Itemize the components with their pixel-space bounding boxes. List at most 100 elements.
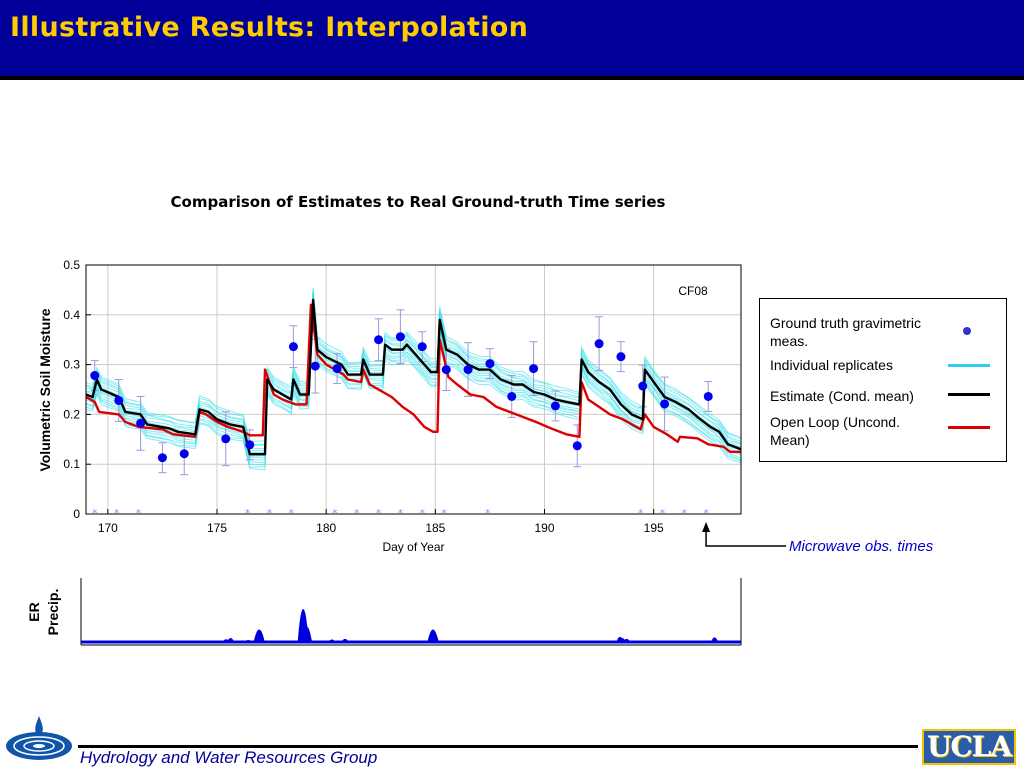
- ground-truth-point: [485, 359, 495, 369]
- legend-label-replicates: Individual replicates: [770, 357, 893, 373]
- microwave-obs-marker: *: [660, 507, 666, 520]
- x-tick-label: 170: [98, 521, 118, 535]
- microwave-obs-label: Microwave obs. times: [789, 538, 934, 555]
- ground-truth-point: [136, 418, 146, 428]
- ground-truth-point: [441, 365, 451, 375]
- microwave-obs-marker: *: [376, 507, 382, 520]
- replicate-line: [85, 290, 742, 447]
- y-tick-label: 0.3: [63, 358, 80, 372]
- ground-truth-point: [529, 364, 539, 374]
- ground-truth-point: [417, 342, 427, 352]
- ground-truth-point: [310, 361, 320, 371]
- microwave-obs-marker: *: [419, 507, 425, 520]
- precip-spike: [244, 639, 253, 643]
- microwave-obs-marker: *: [114, 507, 120, 520]
- ground-truth-point: [221, 434, 231, 444]
- precip-label-line2: Precip.: [45, 589, 61, 636]
- microwave-obs-marker: *: [136, 507, 142, 520]
- legend-line-estimate: [948, 393, 990, 396]
- x-tick-label: 180: [316, 521, 336, 535]
- replicate-line: [85, 293, 742, 450]
- microwave-obs-marker: *: [703, 507, 709, 520]
- microwave-obs-marker: *: [441, 507, 447, 520]
- replicate-line: [85, 308, 742, 464]
- ground-truth-point: [395, 332, 405, 342]
- ground-truth-point: [90, 371, 100, 381]
- precip-label-line1: ER: [26, 602, 42, 621]
- microwave-obs-marker: *: [638, 507, 644, 520]
- chart-title: Comparison of Estimates to Real Ground-t…: [170, 193, 666, 211]
- x-tick-label: 185: [425, 521, 445, 535]
- x-tick-label: 190: [534, 521, 554, 535]
- ground-truth-point: [550, 401, 560, 411]
- legend-label-ground-truth: Ground truth gravimetric meas.: [770, 315, 921, 349]
- y-tick-label: 0.2: [63, 407, 80, 421]
- ucla-logo-text: UCLA: [926, 730, 1012, 763]
- ground-truth-point: [179, 449, 189, 459]
- microwave-obs-marker: *: [332, 507, 338, 520]
- ground-truth-point: [463, 365, 473, 375]
- microwave-obs-marker: *: [485, 507, 491, 520]
- x-axis-label: Day of Year: [382, 540, 444, 554]
- replicate-line: [85, 295, 742, 452]
- y-tick-label: 0.1: [63, 457, 80, 471]
- precip-spike: [341, 638, 349, 643]
- ground-truth-point: [572, 441, 582, 451]
- ground-truth-point: [374, 335, 384, 345]
- ground-truth-point: [638, 381, 648, 391]
- precip-spike: [300, 626, 313, 643]
- ground-truth-point: [332, 364, 342, 374]
- plot-frame: [85, 264, 742, 515]
- chart-legend: Ground truth gravimetric meas. Individua…: [759, 298, 1007, 462]
- ground-truth-point: [594, 339, 604, 349]
- replicate-line: [85, 310, 742, 466]
- y-tick-label: 0.5: [63, 258, 80, 272]
- precip-spike: [197, 640, 207, 643]
- ground-truth-point: [660, 399, 670, 409]
- y-tick-label: 0: [73, 507, 80, 521]
- precip-spike: [253, 629, 265, 643]
- ground-truth-point: [288, 342, 298, 352]
- footer-text: Hydrology and Water Resources Group: [80, 748, 378, 767]
- precip-spike: [710, 637, 719, 643]
- replicate-line: [85, 311, 742, 468]
- microwave-obs-marker: *: [288, 507, 294, 520]
- hwr-group-logo: [6, 716, 72, 760]
- microwave-obs-marker: *: [92, 507, 98, 520]
- legend-label-estimate: Estimate (Cond. mean): [770, 388, 914, 404]
- x-tick-label: 195: [644, 521, 664, 535]
- precip-spike: [622, 638, 631, 643]
- ucla-logo: UCLA: [922, 729, 1016, 765]
- header-bar: [0, 0, 1024, 76]
- legend-label-open-loop: Open Loop (Uncond. Mean): [770, 414, 900, 448]
- legend-dot-ground-truth: [963, 327, 971, 335]
- ground-truth-point: [507, 391, 517, 401]
- microwave-obs-marker: *: [267, 507, 273, 520]
- microwave-obs-marker: *: [245, 507, 251, 520]
- y-axis-label: Volumetric Soil Moisture: [37, 308, 53, 471]
- microwave-obs-marker: *: [354, 507, 360, 520]
- legend-line-open-loop: [948, 426, 990, 429]
- plot-annotation: CF08: [678, 284, 708, 298]
- open-loop-line: [85, 303, 741, 453]
- slide-title: Illustrative Results: Interpolation: [10, 12, 529, 43]
- y-tick-label: 0.4: [63, 308, 80, 322]
- x-tick-label: 175: [207, 521, 227, 535]
- ground-truth-point: [114, 395, 124, 405]
- ground-truth-point: [157, 453, 167, 463]
- microwave-arrow-head: [702, 522, 711, 532]
- microwave-arrow-line: [705, 524, 786, 547]
- precip-spike: [226, 638, 235, 643]
- header-rule: [0, 76, 1024, 80]
- microwave-obs-marker: *: [398, 507, 404, 520]
- legend-line-replicates: [948, 364, 990, 367]
- microwave-obs-marker: *: [681, 507, 687, 520]
- estimate-line: [85, 298, 742, 456]
- precip-spike: [431, 634, 439, 643]
- precip-spike: [327, 639, 336, 643]
- ground-truth-point: [245, 440, 255, 450]
- ground-truth-point: [703, 391, 713, 401]
- ground-truth-point: [616, 352, 626, 362]
- footer-rule: [78, 745, 918, 748]
